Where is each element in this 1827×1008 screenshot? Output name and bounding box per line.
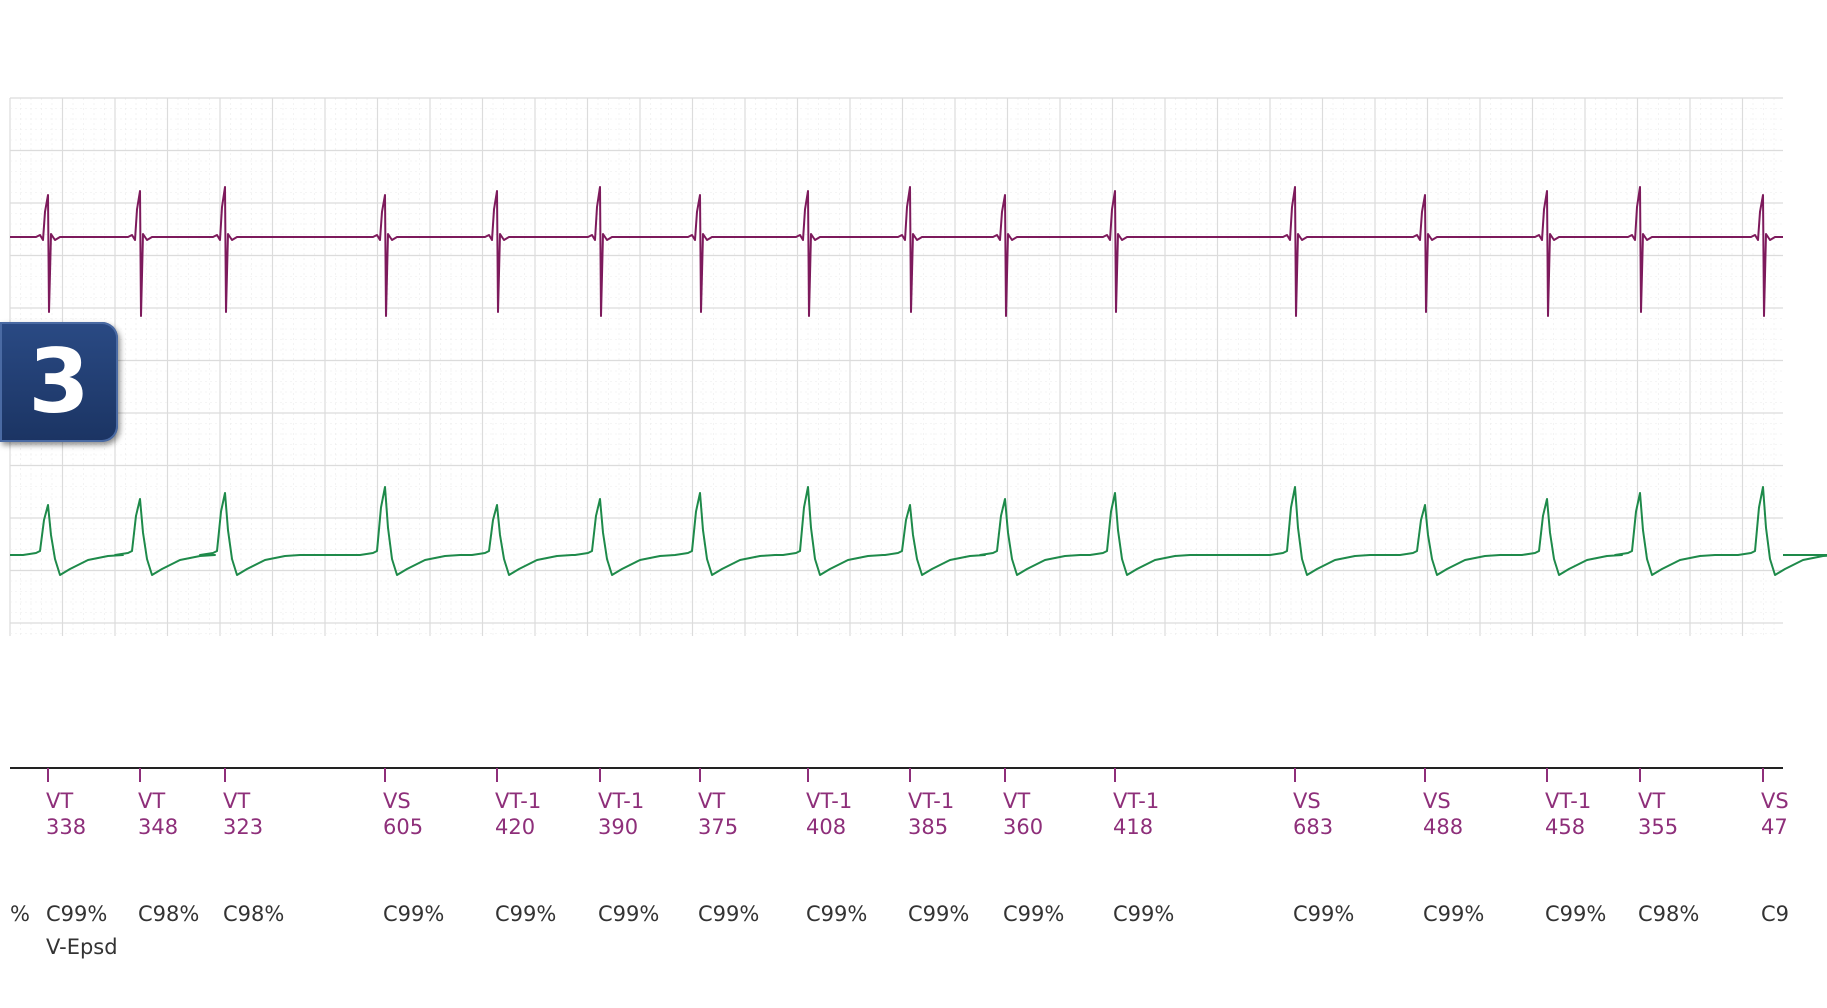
marker-interval: 355 <box>1638 815 1678 839</box>
marker-confidence: C99% <box>598 902 659 926</box>
marker-confidence: C99% <box>383 902 444 926</box>
marker-confidence: C99% <box>46 902 107 926</box>
marker-confidence: C99% <box>495 902 556 926</box>
marker-confidence: C99% <box>908 902 969 926</box>
marker-interval: 375 <box>698 815 738 839</box>
marker-confidence: C9 <box>1761 902 1789 926</box>
marker-interval: 323 <box>223 815 263 839</box>
marker-label: VS <box>1293 789 1321 813</box>
marker-confidence: C99% <box>1545 902 1606 926</box>
marker-interval: 408 <box>806 815 846 839</box>
marker-confidence: C98% <box>1638 902 1699 926</box>
marker-interval: 348 <box>138 815 178 839</box>
marker-interval: 385 <box>908 815 948 839</box>
marker-channel: VT338C99%VT348C98%VT323C98%VS605C99%VT-1… <box>46 768 1789 926</box>
marker-confidence: C98% <box>223 902 284 926</box>
marker-interval: 360 <box>1003 815 1043 839</box>
marker-confidence: C99% <box>698 902 759 926</box>
marker-interval: 488 <box>1423 815 1463 839</box>
marker-label: VT-1 <box>806 789 852 813</box>
marker-interval: 47 <box>1761 815 1788 839</box>
marker-label: VT <box>1638 789 1665 813</box>
marker-label: VT-1 <box>1545 789 1591 813</box>
marker-label: VT <box>46 789 73 813</box>
marker-label: VT-1 <box>598 789 644 813</box>
marker-interval: 338 <box>46 815 86 839</box>
episode-label: V-Epsd <box>46 935 118 959</box>
marker-label: VT <box>1003 789 1030 813</box>
marker-label: VT-1 <box>1113 789 1159 813</box>
marker-interval: 683 <box>1293 815 1333 839</box>
marker-label: VS <box>383 789 411 813</box>
marker-label: VT-1 <box>908 789 954 813</box>
marker-confidence: C99% <box>1423 902 1484 926</box>
marker-confidence: C99% <box>1113 902 1174 926</box>
marker-label: VT <box>698 789 725 813</box>
marker-label: VT <box>138 789 165 813</box>
marker-label: VS <box>1423 789 1451 813</box>
marker-interval: 390 <box>598 815 638 839</box>
ecg-grid <box>9 97 1783 636</box>
marker-confidence: C99% <box>1293 902 1354 926</box>
marker-label: VT-1 <box>495 789 541 813</box>
marker-interval: 420 <box>495 815 535 839</box>
marker-interval: 605 <box>383 815 423 839</box>
left-cut-confidence-label: % <box>10 902 30 926</box>
marker-confidence: C99% <box>1003 902 1064 926</box>
marker-label: VT <box>223 789 250 813</box>
panel-number-badge: 3 <box>0 322 118 442</box>
marker-label: VS <box>1761 789 1789 813</box>
marker-confidence: C98% <box>138 902 199 926</box>
marker-interval: 418 <box>1113 815 1153 839</box>
marker-interval: 458 <box>1545 815 1585 839</box>
lower-electrogram-trace <box>10 486 1827 576</box>
upper-electrogram-trace <box>10 186 1783 317</box>
marker-confidence: C99% <box>806 902 867 926</box>
